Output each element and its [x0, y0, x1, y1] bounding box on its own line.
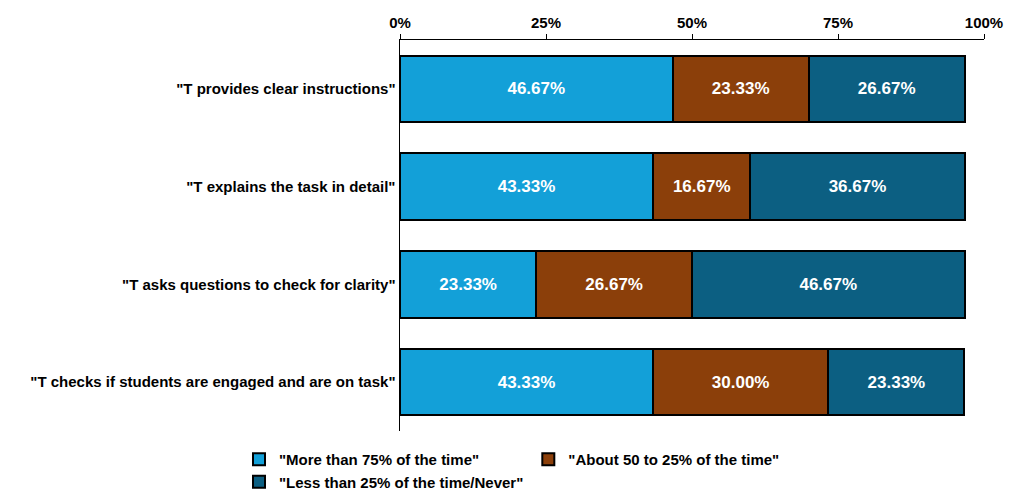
svg-text:"T provides clear instructions: "T provides clear instructions"	[176, 80, 395, 97]
svg-text:50%: 50%	[677, 14, 707, 31]
svg-text:"About 50 to 25% of the time": "About 50 to 25% of the time"	[568, 451, 779, 468]
svg-text:25%: 25%	[531, 14, 561, 31]
svg-text:"T asks questions to check for: "T asks questions to check for clarity"	[122, 276, 395, 293]
svg-text:75%: 75%	[823, 14, 853, 31]
svg-text:100%: 100%	[965, 14, 1003, 31]
svg-text:"T checks if students are enga: "T checks if students are engaged and ar…	[30, 373, 395, 390]
svg-text:36.67%: 36.67%	[829, 177, 887, 196]
svg-text:"More than 75% of the time": "More than 75% of the time"	[279, 451, 479, 468]
svg-text:"T explains the task in detail: "T explains the task in detail"	[186, 178, 395, 195]
svg-text:43.33%: 43.33%	[498, 373, 556, 392]
svg-text:43.33%: 43.33%	[498, 177, 556, 196]
svg-text:0%: 0%	[389, 14, 411, 31]
svg-text:46.67%: 46.67%	[507, 79, 565, 98]
svg-text:16.67%: 16.67%	[673, 177, 731, 196]
svg-text:23.33%: 23.33%	[439, 275, 497, 294]
svg-text:23.33%: 23.33%	[868, 373, 926, 392]
svg-text:"Less than 25% of the time/Nev: "Less than 25% of the time/Never"	[279, 474, 523, 491]
svg-text:26.67%: 26.67%	[858, 79, 916, 98]
svg-text:26.67%: 26.67%	[585, 275, 643, 294]
svg-text:23.33%: 23.33%	[712, 79, 770, 98]
svg-text:30.00%: 30.00%	[712, 373, 770, 392]
svg-text:46.67%: 46.67%	[799, 275, 857, 294]
